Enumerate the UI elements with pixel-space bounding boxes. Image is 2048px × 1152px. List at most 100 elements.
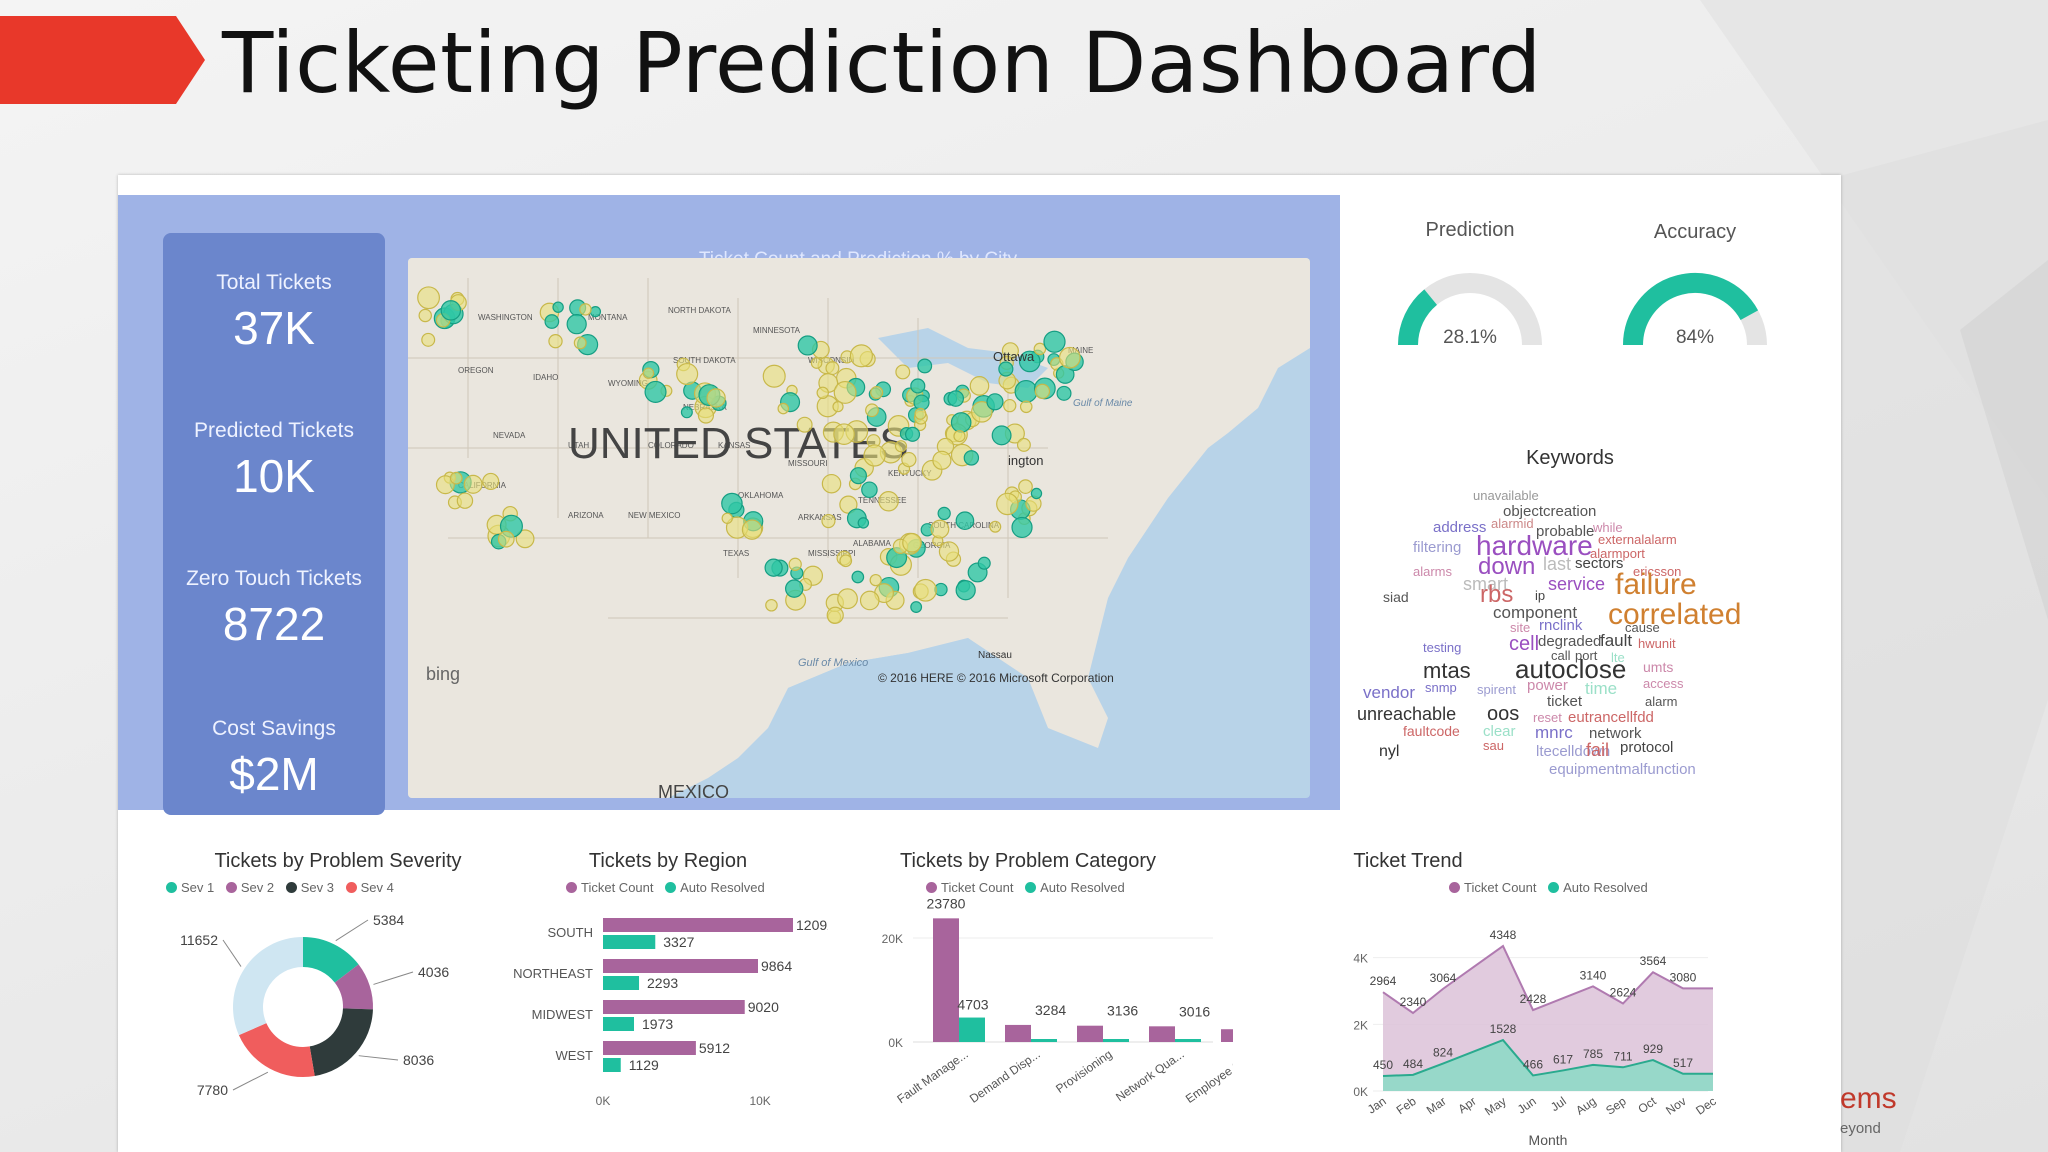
city-dot xyxy=(833,423,855,445)
gauges: 28.1% 84% xyxy=(1398,273,1767,348)
city-dot xyxy=(913,394,930,411)
trend-data-label: 450 xyxy=(1373,1058,1393,1072)
page-title: Ticketing Prediction Dashboard xyxy=(222,14,1542,112)
donut-slice xyxy=(309,1008,373,1077)
keyword: snmp xyxy=(1425,680,1457,695)
trend-data-label: 466 xyxy=(1523,1057,1543,1071)
region-data-label: 12092 xyxy=(796,917,828,933)
category-data-label: 23780 xyxy=(927,895,966,911)
keyword: mtas xyxy=(1423,658,1471,683)
city-dot xyxy=(676,362,699,386)
region-bar-chart[interactable]: SOUTH 12092 3327 NORTHEAST 9864 2293 MIDWEST 90… xyxy=(508,895,828,1145)
region-category-label: WEST xyxy=(555,1048,593,1063)
place-nassau: Nassau xyxy=(978,650,1012,661)
city-dot xyxy=(421,332,436,347)
city-dot xyxy=(435,475,455,495)
bing-logo: bing xyxy=(426,664,460,684)
region-bar-ticket-count xyxy=(603,1041,696,1055)
city-dot xyxy=(788,557,802,571)
city-dot xyxy=(963,450,980,466)
city-dot xyxy=(1011,516,1033,539)
city-dot xyxy=(894,440,908,453)
kpi-panel: Total Tickets 37K Predicted Tickets 10K … xyxy=(163,233,385,815)
city-dot xyxy=(1018,479,1033,494)
us-map[interactable]: WASHINGTON MONTANA NORTH DAKOTA MINNESOTA SO… xyxy=(408,258,1310,798)
keyword: probable xyxy=(1536,523,1594,540)
category-y-tick: 0K xyxy=(888,1036,903,1050)
donut-data-label: 8036 xyxy=(403,1052,434,1068)
donut-data-label: 7780 xyxy=(197,1082,228,1098)
kpi-value-predicted: 10K xyxy=(233,450,315,502)
keyword: ltecelldown xyxy=(1536,743,1610,760)
city-dot xyxy=(417,286,440,310)
city-dot xyxy=(548,334,563,349)
keyword: access xyxy=(1643,676,1684,691)
city-dot xyxy=(680,406,693,419)
place-mexico: MEXICO xyxy=(658,782,729,798)
city-dot xyxy=(741,519,763,540)
category-x-tick: Provisioning xyxy=(1053,1047,1115,1096)
city-dot xyxy=(821,513,836,529)
keyword: alarmport xyxy=(1590,546,1645,561)
keyword: vendor xyxy=(1363,683,1415,702)
severity-donut-chart[interactable]: 5384 4036 8036 7780 11652 xyxy=(118,895,478,1145)
state-label: MONTANA xyxy=(588,313,628,322)
category-bar-auto-resolved xyxy=(1031,1039,1057,1042)
trend-data-label: 929 xyxy=(1643,1042,1663,1056)
keyword: unavailable xyxy=(1473,488,1539,503)
state-label: IDAHO xyxy=(533,373,558,382)
category-bar-ticket-count xyxy=(1149,1026,1175,1042)
region-x-tick: 0K xyxy=(596,1094,611,1108)
keyword: rbs xyxy=(1480,581,1513,608)
city-dot xyxy=(833,380,857,404)
city-dot xyxy=(930,519,950,539)
keyword: ip xyxy=(1535,588,1545,603)
region-x-tick: 10K xyxy=(749,1094,770,1108)
place-ottawa: Ottawa xyxy=(993,349,1035,364)
gulf-shape xyxy=(788,638,1048,778)
city-dot xyxy=(839,554,853,568)
city-dot xyxy=(573,336,587,350)
city-dot xyxy=(837,588,858,610)
trend-x-tick: Nov xyxy=(1663,1094,1689,1118)
trend-data-label: 617 xyxy=(1553,1052,1573,1066)
city-dot xyxy=(764,558,783,577)
gauge-fill xyxy=(1398,289,1438,346)
city-dot xyxy=(938,541,960,562)
category-bar-ticket-count xyxy=(1077,1025,1103,1042)
city-dot xyxy=(832,401,844,413)
trend-x-tick: May xyxy=(1482,1094,1509,1118)
state-label: MISSOURI xyxy=(788,459,828,468)
keyword: sectors xyxy=(1575,555,1623,572)
place-gulf-mexico: Gulf of Mexico xyxy=(798,657,868,669)
city-dot xyxy=(1056,385,1072,401)
keyword: alarms xyxy=(1413,564,1453,579)
keyword: network xyxy=(1589,725,1642,742)
region-bar-ticket-count xyxy=(603,1000,745,1014)
city-dot xyxy=(1033,342,1047,356)
keyword: last xyxy=(1543,554,1571,574)
city-dot xyxy=(895,364,911,380)
keyword: hwunit xyxy=(1638,636,1676,651)
trend-y-tick: 4K xyxy=(1353,952,1368,966)
city-dot xyxy=(1058,346,1081,369)
trend-x-tick: Jun xyxy=(1515,1094,1539,1117)
city-dot xyxy=(706,388,726,408)
city-dot xyxy=(796,416,813,433)
trend-data-label: 3080 xyxy=(1670,970,1697,984)
keyword: cell xyxy=(1509,633,1539,655)
city-dot xyxy=(991,425,1012,446)
keyword: objectcreation xyxy=(1503,503,1596,520)
category-bar-ticket-count xyxy=(1221,1029,1233,1042)
trend-line xyxy=(1382,944,1713,1015)
category-bar-chart[interactable]: 0K 20K 23780 4703 Fault Manage... 3284 Demand … xyxy=(873,895,1233,1145)
keyword: mnrc xyxy=(1535,723,1573,742)
keyword: ticket xyxy=(1547,693,1583,710)
city-dot xyxy=(797,335,818,356)
region-category-label: NORTHEAST xyxy=(513,966,593,981)
category-chart-title: Tickets by Problem Category xyxy=(899,850,1156,872)
city-dot xyxy=(914,578,937,602)
state-label: OREGON xyxy=(458,366,494,375)
